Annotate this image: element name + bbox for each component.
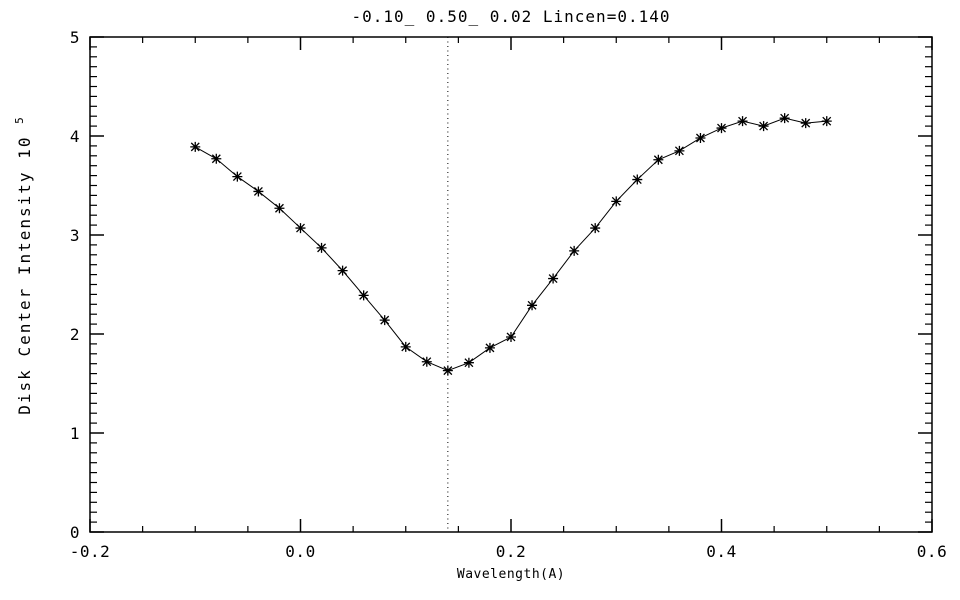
data-point-marker xyxy=(590,223,601,234)
chart-generated-layer: -0.2 0.0 0.2 0.4 0.6 0 1 2 3 4 5 xyxy=(70,28,947,561)
y-axis-label: Disk Center Intensity 10 5 xyxy=(13,115,34,414)
y-tick-label: 1 xyxy=(70,424,80,443)
data-point-marker xyxy=(611,196,622,207)
plot-frame xyxy=(89,36,933,533)
y-tick-label: 5 xyxy=(70,28,80,47)
x-tick-label: 0.2 xyxy=(496,542,526,561)
data-point-marker xyxy=(253,186,264,197)
data-point-marker xyxy=(379,315,390,326)
data-point-marker xyxy=(548,273,559,284)
x-tick-label: 0.6 xyxy=(917,542,947,561)
data-point-marker xyxy=(632,174,643,185)
data-point-marker xyxy=(695,132,706,143)
x-axis-label: Wavelength(A) xyxy=(457,567,565,582)
y-axis-label-exponent: 5 xyxy=(13,115,26,124)
y-tick-label: 2 xyxy=(70,325,80,344)
data-point-marker xyxy=(800,118,811,129)
y-tick-label: 3 xyxy=(70,226,80,245)
data-point-marker xyxy=(274,203,285,214)
data-point-marker xyxy=(358,290,369,301)
chart-title: -0.10_ 0.50_ 0.02 Lincen=0.140 xyxy=(352,7,671,26)
y-axis-label-base: Disk Center Intensity 10 xyxy=(15,136,34,415)
x-tick-label: 0.0 xyxy=(285,542,315,561)
data-point-marker xyxy=(442,365,453,376)
data-point-marker xyxy=(758,121,769,132)
data-point-marker xyxy=(190,141,201,152)
data-point-marker xyxy=(484,342,495,353)
data-point-marker xyxy=(316,242,327,253)
data-point-marker xyxy=(569,245,580,256)
data-point-marker xyxy=(716,123,727,134)
data-point-marker xyxy=(674,145,685,156)
data-point-marker xyxy=(737,116,748,127)
data-point-marker xyxy=(779,113,790,124)
y-tick-label: 0 xyxy=(70,523,80,542)
data-point-marker xyxy=(653,154,664,165)
x-tick-label: 0.4 xyxy=(706,542,736,561)
data-point-marker xyxy=(506,331,516,342)
data-point-marker xyxy=(527,300,538,311)
data-point-marker xyxy=(232,171,243,182)
data-point-marker xyxy=(821,116,832,127)
data-point-marker xyxy=(337,265,348,276)
data-point-marker xyxy=(211,153,222,164)
data-point-marker xyxy=(463,357,474,368)
data-point-marker xyxy=(421,356,432,367)
x-tick-label: -0.2 xyxy=(70,542,111,561)
data-point-marker xyxy=(295,223,306,234)
data-point-marker xyxy=(400,341,411,352)
y-tick-label: 4 xyxy=(70,127,80,146)
